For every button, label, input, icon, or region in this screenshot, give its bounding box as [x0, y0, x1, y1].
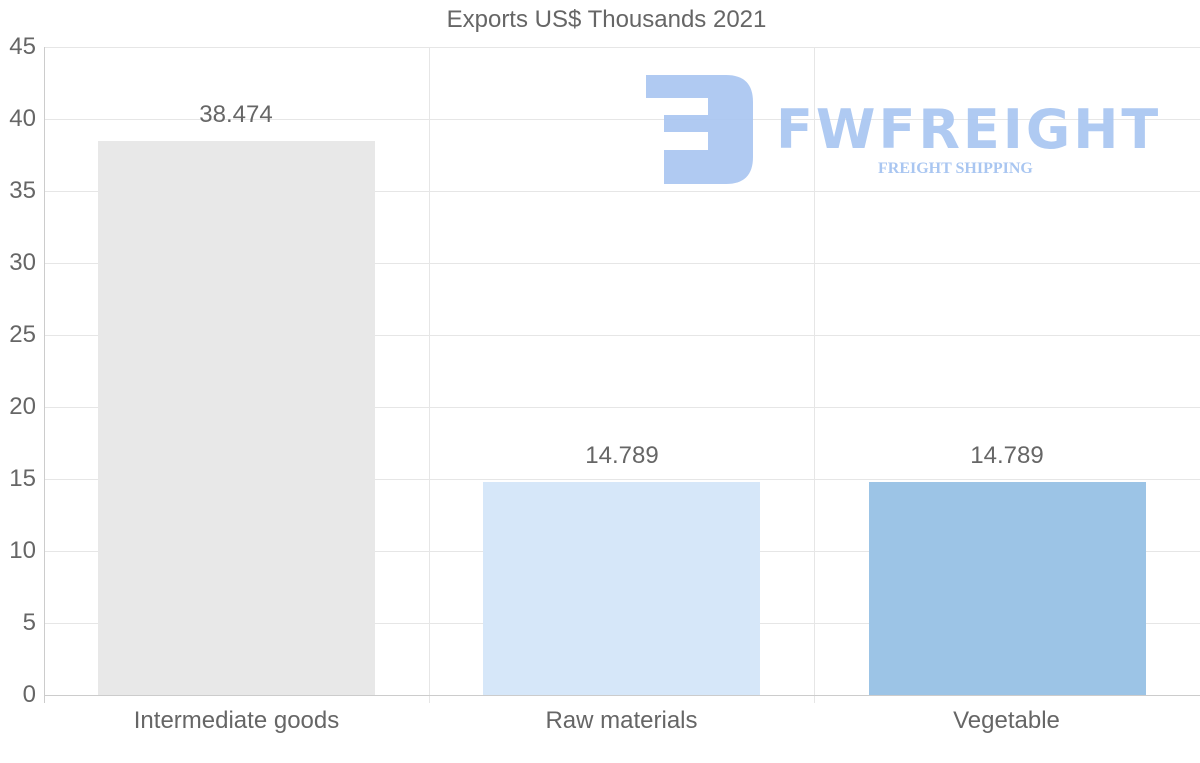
gridline — [814, 47, 815, 703]
bar-intermediate-goods[interactable] — [98, 141, 375, 695]
gridline — [44, 407, 1200, 408]
bar-value-label: 38.474 — [199, 101, 273, 128]
x-tick-label: Raw materials — [545, 707, 698, 734]
y-axis — [44, 47, 45, 703]
watermark-logo: FWFREIGHT FREIGHT SHIPPING — [646, 72, 1158, 192]
gridline — [44, 191, 1200, 192]
x-tick-label: Vegetable — [953, 707, 1060, 734]
fwfreight-logo-icon — [646, 75, 753, 184]
y-tick-label: 20 — [9, 393, 36, 420]
bar-vegetable[interactable] — [869, 482, 1146, 695]
plot-area: 45 40 35 30 25 20 15 10 5 0 FWFREIGHT FR… — [9, 35, 1200, 734]
y-tick-label: 45 — [9, 33, 36, 60]
gridline — [44, 119, 1200, 120]
y-tick-label: 0 — [22, 681, 36, 708]
bar-raw-materials[interactable] — [483, 482, 760, 695]
bar-value-label: 14.789 — [585, 442, 659, 469]
chart-title: Exports US$ Thousands 2021 — [446, 6, 767, 33]
y-tick-label: 35 — [9, 177, 36, 204]
y-tick-label: 5 — [22, 609, 36, 636]
watermark-tagline: FREIGHT SHIPPING — [878, 160, 1033, 177]
x-axis — [44, 695, 1200, 696]
gridline — [44, 47, 1200, 48]
gridline — [44, 479, 1200, 480]
bar-value-label: 14.789 — [970, 442, 1044, 469]
gridline — [44, 335, 1200, 336]
y-tick-label: 40 — [9, 105, 36, 132]
y-tick-label: 15 — [9, 465, 36, 492]
x-tick-label: Intermediate goods — [133, 707, 340, 734]
gridline — [429, 47, 430, 703]
watermark-brand: FWFREIGHT — [776, 98, 1162, 161]
gridline — [44, 263, 1200, 264]
y-tick-label: 10 — [9, 537, 36, 564]
y-tick-label: 30 — [9, 249, 36, 276]
y-tick-label: 25 — [9, 321, 36, 348]
